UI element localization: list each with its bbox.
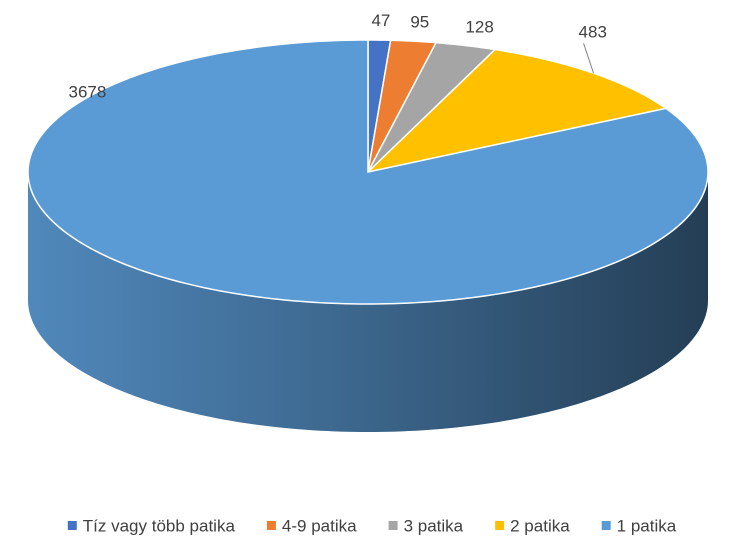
data-label: 3678	[69, 82, 107, 101]
legend-label: Tíz vagy több patika	[83, 516, 236, 535]
data-label: 128	[465, 17, 493, 36]
legend-item: 4-9 patika	[266, 516, 357, 535]
legend-label: 1 patika	[617, 516, 677, 535]
data-label: 95	[410, 12, 429, 31]
legend-item: 3 patika	[388, 516, 464, 535]
legend-item: 1 patika	[601, 516, 677, 535]
legend-swatch	[266, 521, 276, 530]
legend-swatch	[601, 521, 611, 530]
legend-label: 3 patika	[404, 516, 464, 535]
leader-line	[583, 43, 595, 74]
slice	[27, 39, 709, 305]
legend-swatch	[495, 521, 505, 530]
legend-item: 2 patika	[495, 516, 570, 535]
legend-label: 4-9 patika	[282, 516, 357, 535]
legend-label: 2 patika	[510, 516, 570, 535]
data-label: 47	[371, 11, 390, 30]
data-labels: 47 95 128 483 3678	[69, 11, 607, 101]
legend-swatch	[67, 521, 77, 530]
slice-side-shade	[28, 172, 708, 432]
slice	[367, 41, 497, 173]
legend-item: Tíz vagy több patika	[67, 516, 236, 535]
pie-tops	[27, 39, 709, 305]
data-label: 483	[579, 23, 607, 42]
pie-sides	[28, 172, 708, 432]
legend: Tíz vagy több patika 4-9 patika 3 patika 2 …	[67, 516, 677, 535]
legend-swatch	[388, 521, 398, 530]
